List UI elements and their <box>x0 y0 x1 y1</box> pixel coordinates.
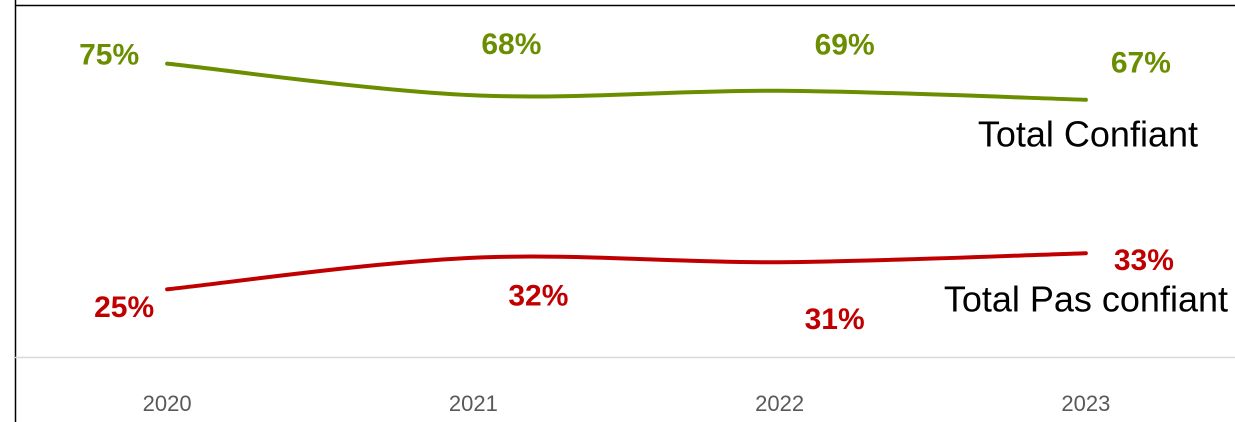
series-label: Total Pas confiant <box>944 279 1228 320</box>
x-tick-label: 2023 <box>1061 391 1110 416</box>
data-label: 33% <box>1114 244 1174 277</box>
data-label: 75% <box>79 39 139 72</box>
data-label: 69% <box>815 29 875 62</box>
data-label: 67% <box>1111 47 1171 80</box>
data-label: 32% <box>508 280 568 313</box>
series-label: Total Confiant <box>978 114 1198 155</box>
x-tick-label: 2021 <box>449 391 498 416</box>
series-line <box>165 251 1088 292</box>
x-tick-label: 2020 <box>143 391 192 416</box>
series-line <box>165 61 1088 102</box>
data-label: 68% <box>481 28 541 61</box>
data-label: 31% <box>805 303 865 336</box>
x-tick-label: 2022 <box>755 391 804 416</box>
data-label: 25% <box>94 291 154 324</box>
